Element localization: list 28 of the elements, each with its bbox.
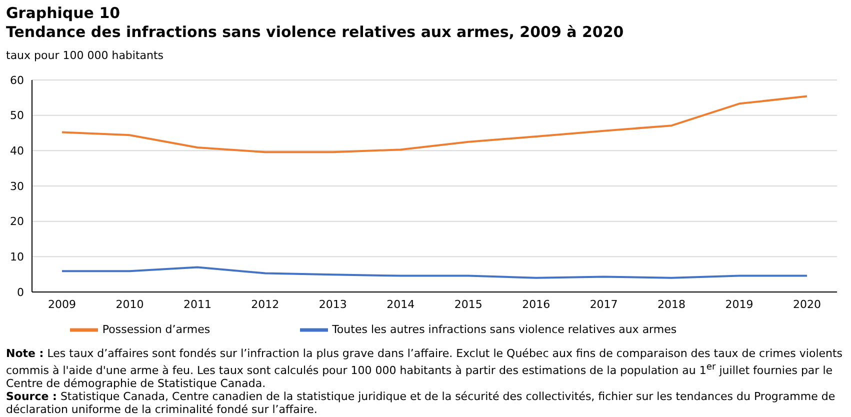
x-tick-label: 2020 [793, 298, 821, 311]
y-tick-label: 40 [10, 144, 24, 158]
x-tick-label: 2010 [116, 298, 144, 311]
x-tick-label: 2018 [658, 298, 686, 311]
line-series [61, 266, 808, 279]
y-axis-title: taux pour 100 000 habitants [6, 49, 164, 62]
line-series [61, 95, 808, 154]
x-tick-label: 2017 [590, 298, 618, 311]
x-tick-label: 2009 [48, 298, 76, 311]
x-tick-label: 2013 [318, 298, 347, 311]
x-tick-label: 2012 [251, 298, 280, 311]
chart-title: Graphique 10 [6, 4, 122, 23]
x-tick-label: 2016 [522, 298, 550, 311]
y-tick-label: 30 [10, 180, 24, 193]
x-tick-label: 2011 [183, 298, 212, 311]
legend-label: Toutes les autres infractions sans violence relatives aux armes [332, 323, 677, 336]
x-tick-label: 2015 [454, 298, 482, 311]
y-tick-label: 0 [17, 286, 24, 299]
text: Note : Les taux d’affaires sont fondés sur l’infraction la plus grave dans l’affaire. Exclut le Québec aux fins de comparaison des taux de crimes violents commis à l'aide d'une arme à feu. Les taux sont calculés pour 100 000 habitants à partir des estimations de la population au 1$^{er}$ juillet fournies par le Centre de démographie de Statistique Canada. [6, 347, 843, 390]
y-tick-label: 50 [10, 109, 24, 122]
x-tick-label: 2019 [725, 298, 754, 311]
x-tick-label: 2014 [386, 298, 415, 311]
legend-label: Possession d’armes [102, 323, 210, 336]
y-tick-label: 10 [10, 250, 24, 264]
y-tick-label: 60 [10, 74, 24, 87]
y-tick-label: 20 [10, 215, 24, 228]
chart-subtitle: Tendance des infractions sans violence relatives aux armes, 2009 à 2020 [6, 23, 624, 42]
source-note: Source : Statistique Canada, Centre canadien de la statistique juridique et de la sécurité des collectivités, fichier sur les tendances du Programme de déclaration uniforme de la criminalité fondé sur l’affaire. [6, 390, 836, 416]
